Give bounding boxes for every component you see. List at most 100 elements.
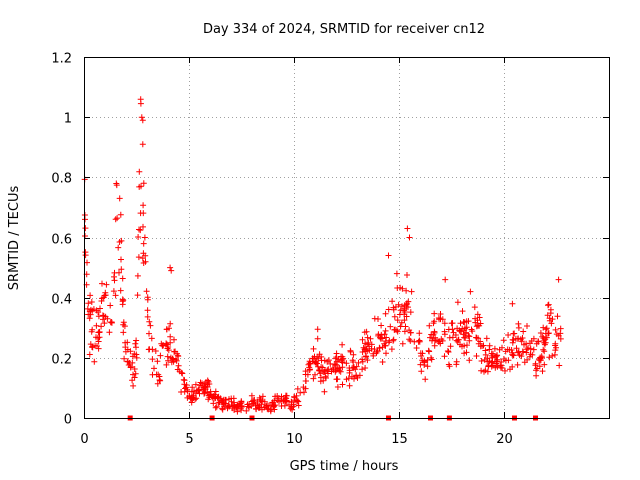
data-point	[515, 335, 522, 342]
data-point	[533, 372, 540, 379]
data-point	[367, 335, 374, 342]
data-point	[476, 322, 483, 329]
data-point	[215, 399, 222, 406]
data-point	[473, 334, 480, 341]
data-point	[254, 398, 261, 405]
data-point	[164, 345, 171, 352]
data-point	[463, 324, 470, 331]
data-point	[461, 334, 468, 341]
data-point	[212, 395, 219, 402]
data-point	[502, 367, 508, 374]
data-point	[339, 381, 346, 388]
y-tick-label: 0.8	[51, 172, 72, 187]
data-point	[543, 325, 550, 332]
data-point	[374, 348, 381, 354]
data-point	[88, 299, 95, 305]
data-point	[207, 391, 214, 398]
data-point	[210, 400, 217, 407]
data-point	[120, 319, 127, 326]
data-point	[541, 348, 548, 355]
data-point	[85, 300, 92, 307]
data-point	[457, 341, 463, 348]
data-point	[401, 309, 408, 315]
x-tick-label: 0	[80, 432, 88, 447]
data-point	[129, 359, 136, 366]
data-point	[146, 330, 152, 337]
x-tick-label: 15	[391, 432, 408, 447]
data-point	[325, 357, 332, 364]
data-point	[430, 335, 436, 342]
data-point	[426, 348, 433, 355]
data-point	[441, 331, 448, 338]
data-point	[293, 397, 300, 404]
data-point	[270, 402, 277, 409]
data-point	[365, 339, 372, 346]
data-point	[310, 375, 317, 382]
data-point	[226, 396, 232, 403]
y-tick-label: 1	[64, 112, 72, 127]
data-point	[98, 298, 105, 304]
data-point	[300, 384, 307, 391]
data-point	[133, 344, 139, 351]
data-point	[149, 356, 156, 363]
data-point	[457, 320, 464, 327]
data-point	[450, 329, 457, 336]
data-point	[138, 183, 144, 190]
data-point	[142, 258, 149, 265]
data-point	[407, 337, 414, 344]
data-point	[378, 322, 385, 329]
data-point	[547, 306, 554, 313]
data-point	[523, 346, 530, 353]
data-point	[332, 355, 339, 362]
data-point	[457, 328, 464, 335]
data-point	[297, 389, 304, 396]
data-point	[103, 281, 110, 288]
data-point	[137, 96, 144, 103]
data-point	[537, 330, 544, 336]
data-point	[106, 329, 113, 336]
gridlines	[84, 57, 609, 418]
data-point	[130, 371, 136, 378]
data-point	[290, 401, 297, 408]
data-point	[530, 346, 537, 353]
data-point	[483, 335, 490, 342]
data-point	[192, 381, 199, 388]
data-point	[532, 362, 539, 369]
data-point	[500, 337, 507, 344]
data-point	[93, 322, 100, 329]
data-point	[389, 298, 396, 305]
data-point	[391, 313, 398, 320]
data-point	[175, 362, 182, 369]
data-point	[127, 348, 134, 355]
data-point	[312, 371, 318, 378]
data-point	[439, 316, 446, 323]
data-point	[295, 402, 302, 409]
chart-title: Day 334 of 2024, SRMTID for receiver cn1…	[203, 22, 485, 37]
x-axis-label: GPS time / hours	[290, 459, 399, 474]
data-point	[325, 366, 332, 373]
data-point	[472, 315, 479, 322]
y-tick-label: 1.2	[51, 52, 72, 67]
data-point	[309, 355, 316, 362]
data-point	[527, 345, 534, 352]
data-point	[133, 351, 140, 358]
data-point	[316, 367, 322, 374]
data-point	[263, 403, 269, 410]
data-point	[322, 373, 329, 380]
data-point	[91, 358, 98, 365]
data-point	[387, 323, 394, 330]
data-point	[364, 348, 371, 355]
data-point	[406, 234, 413, 241]
data-point	[539, 333, 546, 340]
data-point	[212, 404, 219, 411]
data-point	[454, 325, 461, 332]
data-point	[119, 301, 126, 308]
data-point	[491, 345, 498, 352]
data-point	[392, 326, 399, 333]
data-point	[212, 388, 219, 395]
data-point	[204, 377, 211, 384]
data-point	[449, 326, 456, 333]
data-point	[444, 348, 451, 354]
data-point	[478, 358, 485, 364]
data-point	[291, 394, 298, 401]
